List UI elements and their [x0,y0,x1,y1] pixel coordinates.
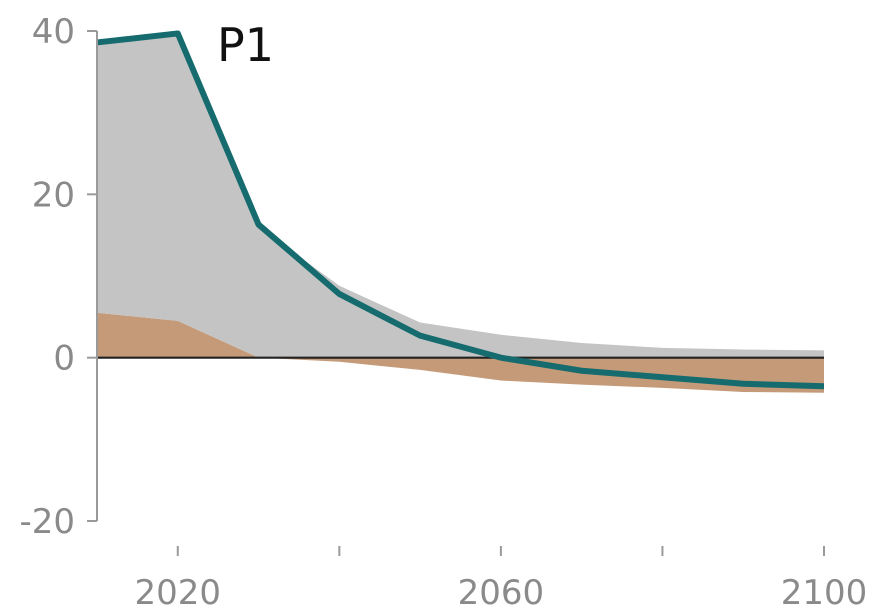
axes: -20 0 20 40 2020 2060 2100 [19,12,867,611]
y-tick-label: 20 [32,175,75,215]
x-tick-label: 2020 [135,573,222,611]
series-line [96,30,825,390]
y-tick-label: 40 [32,12,75,52]
y-tick-label: 0 [53,339,75,379]
area-upper [97,33,824,358]
panel-label: P1 [217,18,274,72]
x-tick-label: 2100 [781,573,868,611]
x-tick-label: 2060 [458,573,545,611]
y-tick-label: -20 [19,502,75,542]
stacked-areas [97,33,824,393]
